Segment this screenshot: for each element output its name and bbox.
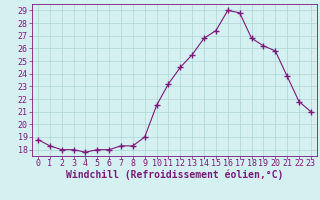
X-axis label: Windchill (Refroidissement éolien,°C): Windchill (Refroidissement éolien,°C)	[66, 169, 283, 180]
